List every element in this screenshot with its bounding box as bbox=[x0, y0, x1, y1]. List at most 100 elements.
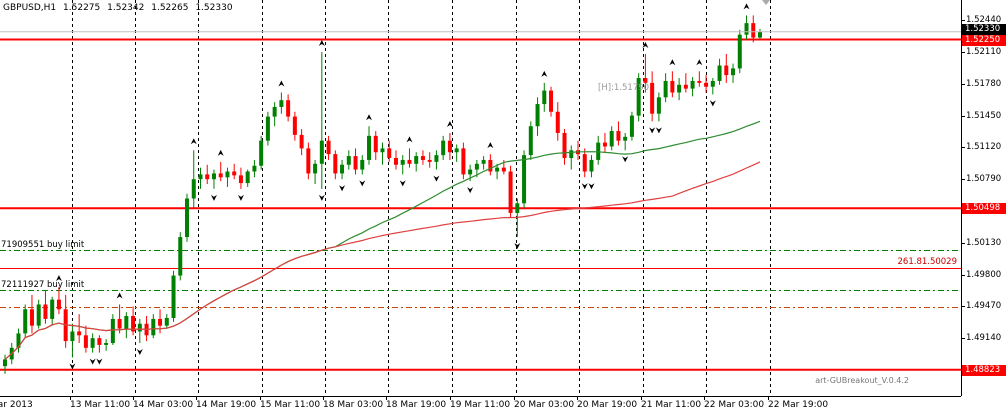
price-tick-label: 1.49470 bbox=[961, 301, 1002, 312]
open-value: 1.52275 bbox=[63, 3, 101, 13]
fractal-down-icon bbox=[399, 180, 406, 187]
candle-body bbox=[36, 304, 41, 326]
order-label-1[interactable]: 71909551 buy limit bbox=[1, 240, 85, 250]
candle-body bbox=[650, 82, 655, 114]
close-value: 1.52330 bbox=[195, 3, 233, 13]
price-axis[interactable]: 1.52440 1.52110 1.51780 1.51450 1.51120 1.507… bbox=[961, 0, 1007, 396]
candle-body bbox=[272, 106, 277, 117]
candle-body bbox=[292, 116, 297, 135]
candle-body bbox=[90, 338, 95, 348]
fractal-down-icon bbox=[339, 185, 346, 192]
candle-body bbox=[447, 140, 452, 153]
candle-body bbox=[609, 131, 614, 147]
candle-body bbox=[286, 100, 291, 117]
fractal-down-icon bbox=[136, 349, 143, 356]
fractal-up-icon bbox=[669, 59, 676, 66]
price-tick-label: 1.51120 bbox=[961, 142, 1002, 153]
candle-body bbox=[151, 318, 156, 336]
fractal-down-icon bbox=[588, 183, 595, 190]
order-label-2[interactable]: 72111927 buy limit bbox=[1, 280, 85, 290]
tooltip-label: [H]:1.51790 bbox=[598, 83, 650, 93]
candle-body bbox=[77, 331, 82, 336]
candle-body bbox=[704, 82, 709, 87]
candle-body bbox=[717, 65, 722, 81]
price-tick-label: 1.49140 bbox=[961, 333, 1002, 344]
chart-canvas[interactable] bbox=[0, 0, 961, 396]
symbol-label: GBPUSD,H1 bbox=[3, 3, 57, 13]
candle-body bbox=[407, 159, 412, 164]
candle-body bbox=[265, 116, 270, 141]
fractal-up-icon bbox=[696, 59, 703, 66]
time-tick-label: 20 Mar 19:00 bbox=[577, 396, 638, 410]
candle-body bbox=[690, 80, 695, 89]
fractal-down-icon bbox=[649, 127, 656, 134]
fractal-down-icon bbox=[709, 100, 716, 107]
price-tick-label: 1.51450 bbox=[961, 110, 1002, 121]
candle-body bbox=[542, 90, 547, 105]
candle-body bbox=[602, 142, 607, 147]
time-tick-label: 19 Mar 11:00 bbox=[450, 396, 511, 410]
candle-body bbox=[643, 78, 648, 83]
candle-body bbox=[555, 111, 560, 133]
fib-level-label: 261.81.50029 bbox=[897, 257, 957, 267]
candle-body bbox=[589, 159, 594, 172]
price-tick-label: 1.50790 bbox=[961, 174, 1002, 185]
price-tick-label: 1.50130 bbox=[961, 237, 1002, 248]
time-tick-label: 18 Mar 19:00 bbox=[386, 396, 447, 410]
candle-body bbox=[23, 309, 28, 334]
candle-body bbox=[29, 309, 34, 326]
candle-body bbox=[522, 155, 527, 204]
moving-average-slow bbox=[4, 161, 761, 360]
time-tick-label: Mar 2013 bbox=[0, 400, 33, 410]
fractal-down-icon bbox=[622, 156, 629, 163]
candle-body bbox=[164, 317, 169, 326]
candle-body bbox=[535, 104, 540, 127]
candle-body bbox=[616, 131, 621, 141]
fractal-up-icon bbox=[217, 149, 224, 156]
chart-plot-area[interactable]: GBPUSD,H1 1.52275 1.52342 1.52265 1.5233… bbox=[0, 0, 961, 396]
candle-body bbox=[191, 179, 196, 199]
candle-body bbox=[515, 203, 520, 213]
candle-body bbox=[50, 299, 55, 319]
chart-header: GBPUSD,H1 1.52275 1.52342 1.52265 1.5233… bbox=[3, 3, 237, 13]
candle-body bbox=[279, 100, 284, 107]
candle-body bbox=[623, 136, 628, 141]
price-tick-label: 1.52110 bbox=[961, 46, 1002, 57]
candle-body bbox=[710, 80, 715, 87]
time-tick-label: 22 Mar 03:00 bbox=[704, 396, 765, 410]
candle-body bbox=[70, 331, 75, 342]
candle-body bbox=[56, 299, 61, 310]
candle-body bbox=[178, 237, 183, 276]
candle-body bbox=[569, 150, 574, 159]
candle-body bbox=[441, 140, 446, 156]
candle-body bbox=[380, 148, 385, 153]
price-tick-label: 1.52440 bbox=[961, 15, 1002, 26]
fractal-down-icon bbox=[655, 127, 662, 134]
candle-body bbox=[582, 154, 587, 172]
candle-body bbox=[205, 174, 210, 180]
candle-body bbox=[319, 140, 324, 164]
fractal-down-icon bbox=[69, 363, 76, 370]
fractal-down-icon bbox=[359, 180, 366, 187]
candle-body bbox=[501, 167, 506, 172]
chart-shift-marker-icon[interactable] bbox=[762, 0, 770, 5]
candle-body bbox=[427, 159, 432, 162]
candle-body bbox=[353, 156, 358, 170]
candle-body bbox=[528, 126, 533, 156]
candle-body bbox=[656, 97, 661, 114]
candle-body bbox=[434, 155, 439, 162]
candle-body bbox=[393, 158, 398, 165]
candle-body bbox=[110, 318, 115, 344]
candle-body bbox=[3, 359, 7, 367]
candle-body bbox=[218, 173, 223, 178]
fractal-down-icon bbox=[433, 175, 440, 182]
price-level-box-2: 1.50498 bbox=[962, 203, 1006, 215]
candle-body bbox=[387, 148, 392, 159]
fractal-down-icon bbox=[514, 243, 521, 250]
candle-body bbox=[751, 23, 756, 38]
time-tick-label: 14 Mar 03:00 bbox=[133, 396, 194, 410]
candle-body bbox=[670, 80, 675, 93]
candle-body bbox=[245, 171, 250, 184]
